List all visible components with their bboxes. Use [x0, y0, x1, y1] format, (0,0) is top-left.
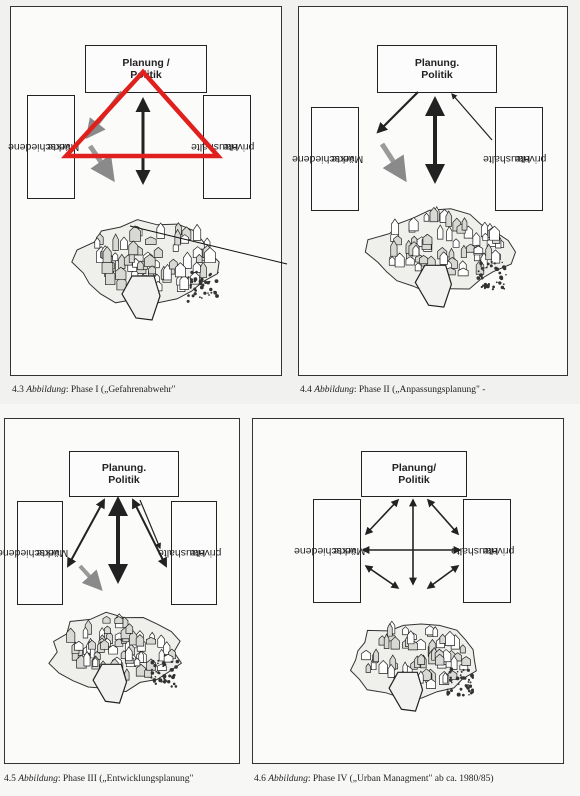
phase-3-planning-box: Planung. Politik	[69, 451, 179, 497]
phase-4-markets-line2: Märkte	[332, 545, 366, 557]
phase-3-panel: Planung. Politik verschiedene Märkte priva…	[0, 418, 240, 764]
phase-4-planning-line2: Politik	[398, 474, 430, 486]
phase-1-households-line2: Haushalte	[191, 141, 239, 153]
phase-3-caption-text: : Phase III („Entwicklungsplanung"	[57, 774, 194, 784]
phase-2-markets-line2: Märkte	[330, 153, 364, 165]
phase-3-caption: 4.5 Abbildung: Phase III („Entwicklungsp…	[4, 774, 193, 784]
phase-1-planning-line2: Politik	[130, 69, 162, 81]
phase-2-planning-line1: Planung.	[414, 57, 460, 69]
phase-3-markets-box: verschiedene Märkte	[0, 501, 68, 605]
phase-1-panel: Planung / Politik verschiedene Märkte priv…	[8, 6, 282, 376]
phase-1-caption-text: : Phase I („Gefahrenabwehr"	[65, 385, 176, 395]
phase-3-markets-line2: Märkte	[35, 547, 69, 559]
phase-2-households-box: private Haushalte	[483, 107, 547, 211]
phase-3-planning-line2: Politik	[108, 474, 140, 486]
phase-1-markets-line2: Märkte	[46, 141, 80, 153]
phase-3-caption-num: 4.5	[4, 774, 16, 784]
phase-4-caption-text: : Phase IV („Urban Managment" ab ca. 198…	[307, 774, 494, 784]
phase-4-households-line2: Haushalte	[451, 545, 499, 557]
phase-4-caption-label: Abbildung	[268, 774, 308, 784]
phase-2-markets-box: verschiedene Märkte	[292, 107, 363, 211]
phase-2-caption-text: : Phase II („Anpassungsplanung" -	[353, 385, 486, 395]
phase-3-households-box: private Haushalte	[158, 501, 222, 605]
phase-1-households-box: private Haushalte	[191, 95, 255, 199]
phase-4-planning-line1: Planung/	[391, 462, 437, 474]
phase-2-caption: 4.4 Abbildung: Phase II („Anpassungsplan…	[300, 385, 485, 395]
phase-2-panel: Planung. Politik verschiedene Märkte priva…	[292, 6, 568, 376]
phase-1-caption-num: 4.3	[12, 385, 24, 395]
phase-3-caption-label: Abbildung	[18, 774, 58, 784]
phase-1-planning-line1: Planung /	[122, 57, 170, 69]
phase-3-planning-line1: Planung.	[101, 462, 147, 474]
phase-3-households-line2: Haushalte	[158, 547, 206, 559]
phase-1-planning-box: Planung / Politik	[85, 45, 207, 93]
phase-1-caption: 4.3 Abbildung: Phase I („Gefahrenabwehr"	[12, 385, 176, 395]
phase-4-panel: Planung/Politik verschiedene Märkte priva…	[252, 418, 564, 764]
phase-4-caption: 4.6 Abbildung: Phase IV („Urban Managmen…	[254, 774, 494, 784]
phase-1-caption-label: Abbildung	[26, 385, 66, 395]
phase-4-markets-box: verschiedene Märkte	[294, 499, 365, 603]
phase-2-planning-line2: Politik	[421, 69, 453, 81]
phase-2-households-line2: Haushalte	[483, 153, 531, 165]
phase-2-planning-box: Planung. Politik	[377, 45, 497, 93]
phase-2-caption-label: Abbildung	[314, 385, 354, 395]
phase-2-caption-num: 4.4	[300, 385, 312, 395]
phase-1-markets-box: verschiedene Märkte	[8, 95, 79, 199]
phase-4-households-box: private Haushalte	[451, 499, 515, 603]
phase-4-planning-box: Planung/Politik	[361, 451, 467, 497]
phase-4-caption-num: 4.6	[254, 774, 266, 784]
